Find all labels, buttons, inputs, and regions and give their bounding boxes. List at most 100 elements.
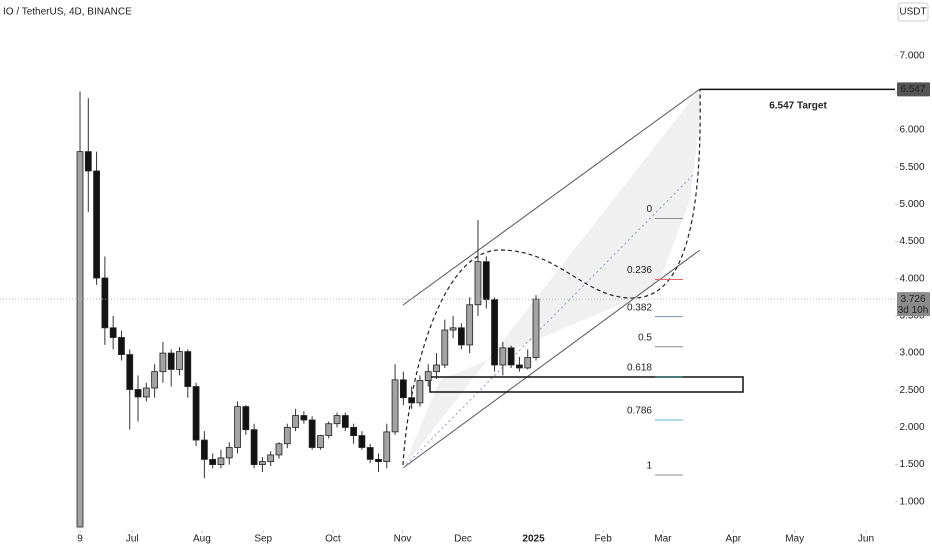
projection-median [402,174,694,469]
candle-body [341,415,349,428]
candle-body [225,447,233,459]
candle-body [325,423,333,436]
candle-body [242,406,250,431]
projection-area [403,89,700,468]
candle-body [84,151,92,172]
candle-body [192,386,200,441]
y-tick-label: 1.500 [899,459,924,470]
candle-body [375,458,382,463]
candle-body [399,379,407,399]
candle-body [424,371,432,381]
y-tick-label: 5.000 [899,199,924,210]
candle-body [491,299,498,366]
fib-label: 0.5 [638,332,652,343]
y-tick-label: 4.000 [899,273,924,284]
x-tick-label: Dec [454,534,472,545]
candle-body [433,364,440,373]
candle-body [126,354,134,390]
candle-body [292,415,299,428]
candle-body [466,304,474,346]
candle-body [93,170,100,279]
fib-label: 0.786 [627,406,652,417]
currency-box [897,2,929,22]
fib-label: 0.382 [627,302,652,313]
y-tick-label: 2.500 [899,385,924,396]
last-price-label: 3.726 [900,294,925,305]
candle-body [159,352,167,373]
demand-zone [429,376,744,393]
target-annotation: 6.547 Target [769,101,827,112]
candle-body [209,458,217,465]
channel-upper [402,88,701,306]
candle-body [167,352,175,370]
fib-label: 0.236 [627,265,652,276]
x-tick-label: Oct [325,534,341,545]
x-tick-label: Apr [726,534,742,545]
candle-body [391,379,399,433]
candle-body [217,457,225,465]
candle-body [275,443,283,456]
candle-body [109,327,117,338]
x-tick-label: 2025 [522,534,545,545]
x-tick-label: May [785,534,804,545]
fib-label: 0.618 [627,363,652,374]
candle-body [408,397,416,404]
candle-body [458,327,465,346]
candle-body [118,337,125,355]
candle-body [76,151,84,528]
y-tick-label: 7.000 [899,50,924,61]
candle-body [441,329,449,366]
candle-body [234,406,241,448]
x-tick-label: Mar [654,534,672,545]
candle-body [474,261,482,306]
candle-body [300,415,308,421]
x-tick-label: Jun [858,534,874,545]
y-tick-label: 1.000 [899,496,924,507]
candle-body [151,371,159,389]
candle-body [350,427,357,436]
candle-body [283,427,291,445]
candle-body [317,435,324,448]
currency: USDT [899,7,926,18]
y-tick-label: 2.000 [899,422,924,433]
channel-lower [402,249,701,469]
candle-body [200,439,208,460]
candle-body [134,389,142,398]
candle-body [250,429,258,465]
y-tick-label: 6.000 [899,125,924,136]
candle-body [366,447,374,460]
candle-body [507,347,515,366]
candle-body [101,277,109,329]
x-tick-label: Aug [193,534,211,545]
x-tick-label: Feb [595,534,613,545]
x-tick-label: Nov [394,534,412,545]
y-tick-label: 3.000 [899,348,924,359]
candle-body [524,357,532,369]
x-tick-label: 9 [77,534,83,545]
x-tick-label: Jul [126,534,139,545]
y-tick-label: 5.500 [899,162,924,173]
x-tick-label: Sep [254,534,272,545]
candle-body [176,351,183,370]
chart-title: IO / TetherUS, 4D, BINANCE [3,7,132,18]
candle-body [532,298,540,358]
y-tick-label: 4.500 [899,236,924,247]
candle-body [333,415,341,425]
candle-body [259,461,266,465]
candle-body [416,380,424,404]
candle-body [516,364,523,369]
candle-body [482,261,490,300]
target-box [897,82,930,97]
candle-body [499,347,507,366]
fib-label: 0 [646,204,652,215]
last-price-box [897,292,930,317]
candle-body [184,351,192,387]
candle-body [308,419,316,448]
target-price-label: 6.547 [900,84,925,95]
candle-body [142,387,150,398]
candle-body [267,454,275,463]
fib-label: 1 [646,461,652,472]
countdown: 3d 10h [898,305,929,316]
